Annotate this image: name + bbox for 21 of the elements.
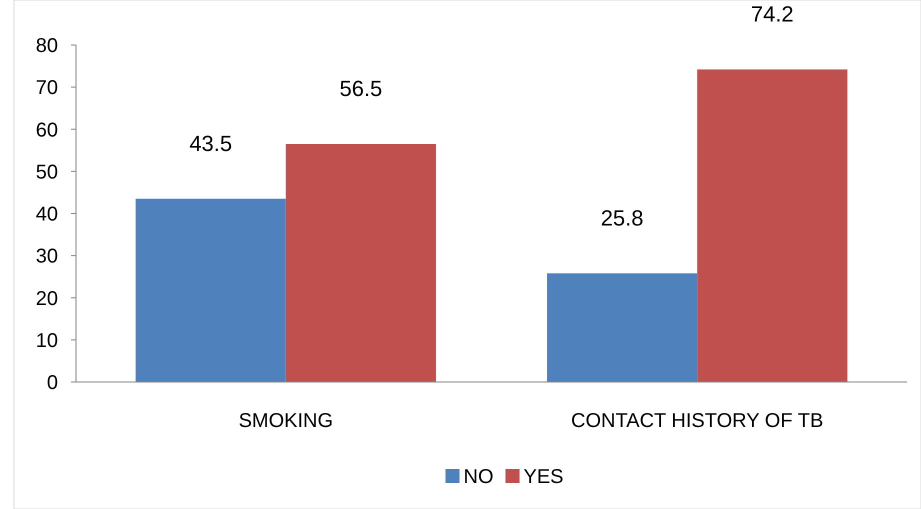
y-tick-label: 50 [36, 161, 58, 184]
y-tick-label: 80 [36, 35, 58, 57]
data-label: 43.5 [189, 130, 232, 156]
data-label: 56.5 [339, 76, 382, 101]
y-tick-label: 20 [36, 288, 58, 310]
data-label: 25.8 [600, 205, 644, 230]
x-tick-label: CONTACT HISTORY OF TB [571, 410, 824, 432]
y-tick-label: 30 [36, 246, 58, 268]
y-tick-label: 0 [46, 372, 58, 394]
bar [697, 69, 848, 382]
x-tick-label: SMOKING [238, 410, 334, 432]
y-tick-label: 60 [36, 119, 58, 142]
legend-label: YES [524, 466, 564, 488]
bar [547, 273, 698, 382]
y-tick-label: 70 [36, 77, 58, 100]
data-label: 74.2 [750, 1, 794, 26]
y-tick-label: 10 [36, 330, 58, 352]
bar [136, 198, 286, 382]
y-tick-label: 40 [36, 204, 58, 226]
legend-label: NO [464, 466, 494, 488]
bar [286, 144, 436, 382]
